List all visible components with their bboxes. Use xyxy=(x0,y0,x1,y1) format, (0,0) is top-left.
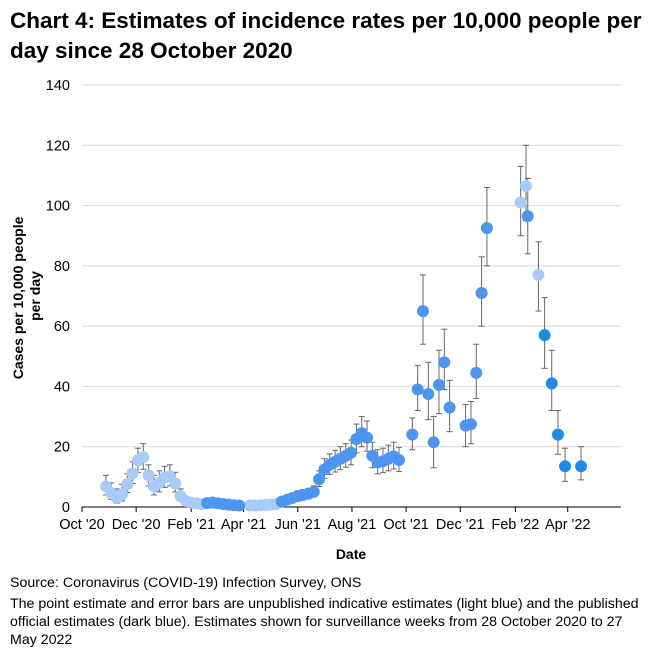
y-tick-label: 40 xyxy=(54,379,70,395)
chart-svg: 0 20 40 60 80 100 120 140 Oct '20 Dec '20 Feb '21… xyxy=(10,78,621,562)
data-point-published xyxy=(422,387,435,400)
data-point-recent xyxy=(545,377,558,390)
chart-footer: Source: Coronavirus (COVID-19) Infection… xyxy=(10,574,640,652)
data-point-unpublished xyxy=(121,478,134,491)
data-point-published xyxy=(345,446,358,459)
data-point-published xyxy=(427,436,440,449)
x-axis-title: Date xyxy=(336,546,367,562)
x-tick-label: Dec '21 xyxy=(436,517,485,533)
methodology-note: The point estimate and error bars are un… xyxy=(10,596,639,648)
x-tick-label: Oct '20 xyxy=(59,517,104,533)
data-point-unpublished xyxy=(519,179,532,192)
data-point-published xyxy=(406,428,419,441)
data-point-published xyxy=(521,210,534,223)
y-tick-label: 60 xyxy=(54,319,70,335)
x-tick-label: Jun '21 xyxy=(275,517,321,533)
x-tick-label: Aug '21 xyxy=(328,517,377,533)
data-point-published xyxy=(470,366,483,379)
y-tick-label: 100 xyxy=(46,199,70,215)
data-point-published xyxy=(307,485,320,498)
y-axis-title: Cases per 10,000 people per day xyxy=(10,213,43,380)
gridlines xyxy=(82,84,621,448)
data-point-unpublished xyxy=(169,477,182,490)
y-tick-labels: 0 20 40 60 80 100 120 140 xyxy=(46,78,70,516)
data-point-published xyxy=(432,378,445,391)
data-point-recent xyxy=(575,460,588,473)
data-point-unpublished xyxy=(126,467,139,480)
x-tick-label: Apr '22 xyxy=(545,517,591,533)
data-point-recent xyxy=(551,428,564,441)
data-point-recent xyxy=(538,329,551,342)
data-point-published xyxy=(313,473,326,486)
data-point-published xyxy=(416,305,429,318)
y-tick-label: 140 xyxy=(46,78,70,94)
x-tick-label: Feb '22 xyxy=(491,517,539,533)
data-point-unpublished xyxy=(137,450,150,463)
y-tick-label: 120 xyxy=(46,138,70,154)
x-tick-label: Apr '21 xyxy=(221,517,267,533)
axes xyxy=(81,506,621,512)
data-point-published xyxy=(443,401,456,414)
data-point-published xyxy=(475,286,488,299)
data-point-published xyxy=(233,499,246,512)
y-tick-label: 20 xyxy=(54,440,70,456)
data-point-published xyxy=(361,431,374,444)
data-point-published xyxy=(464,418,477,431)
y-axis-title-line-1: Cases per 10,000 people xyxy=(10,216,26,379)
y-axis-title-line-2: per day xyxy=(27,271,43,321)
data-points xyxy=(99,179,588,512)
data-point-unpublished xyxy=(115,488,128,501)
data-point-published xyxy=(393,453,406,466)
x-tick-labels: Oct '20 Dec '20 Feb '21 Apr '21 Jun '21 Aug '… xyxy=(59,517,590,533)
y-tick-label: 80 xyxy=(54,259,70,275)
x-tick-label: Dec '20 xyxy=(112,517,161,533)
data-point-unpublished xyxy=(142,469,155,482)
data-point-recent xyxy=(559,460,572,473)
data-point-unpublished xyxy=(514,196,527,209)
y-tick-label: 0 xyxy=(62,500,70,516)
data-point-unpublished xyxy=(532,268,545,281)
chart-title: Chart 4: Estimates of incidence rates pe… xyxy=(10,8,642,63)
x-tick-label: Oct '21 xyxy=(383,517,428,533)
x-tick-label: Feb '21 xyxy=(167,517,215,533)
source-note: Source: Coronavirus (COVID-19) Infection… xyxy=(10,575,362,591)
data-point-published xyxy=(438,356,451,369)
data-point-published xyxy=(411,383,424,396)
data-point-published xyxy=(480,222,493,235)
